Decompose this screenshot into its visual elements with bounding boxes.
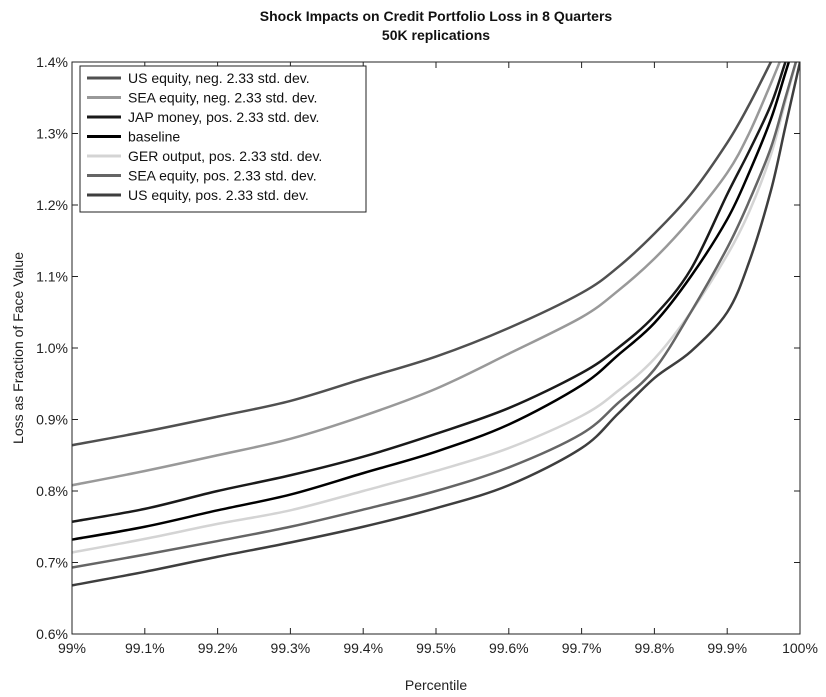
x-tick-label: 99.4% bbox=[343, 640, 383, 656]
chart-title: Shock Impacts on Credit Portfolio Loss i… bbox=[260, 8, 613, 24]
y-tick-label: 1.2% bbox=[36, 197, 68, 213]
series-line-7 bbox=[72, 62, 800, 587]
x-tick-label: 99.8% bbox=[635, 640, 675, 656]
y-tick-label: 0.6% bbox=[36, 626, 68, 642]
x-tick-label: 99.7% bbox=[562, 640, 602, 656]
x-tick-label: 99.5% bbox=[416, 640, 456, 656]
x-tick-label: 99.2% bbox=[198, 640, 238, 656]
x-tick-label: 99% bbox=[58, 640, 86, 656]
y-tick-label: 1.3% bbox=[36, 126, 68, 142]
series-layer bbox=[72, 62, 800, 587]
x-tick-label: 99.9% bbox=[707, 640, 747, 656]
series-line-2 bbox=[72, 62, 782, 487]
legend-box bbox=[79, 65, 367, 213]
series-line-6 bbox=[72, 62, 798, 569]
x-tick-label: 100% bbox=[782, 640, 818, 656]
y-tick-label: 1.0% bbox=[36, 340, 68, 356]
x-axis: 99% 99.1% 99.2% 99.3% 99.4% 99.5% 99.6% 99.7% 99… bbox=[58, 62, 818, 656]
legend-label-6: SEA equity, pos. 2.33 std. dev. bbox=[128, 168, 317, 184]
y-axis-label: Loss as Fraction of Face Value bbox=[10, 252, 26, 444]
series-line-1 bbox=[72, 62, 773, 447]
series-line-4 bbox=[72, 62, 791, 541]
legend-label-5: GER output, pos. 2.33 std. dev. bbox=[128, 148, 322, 164]
y-tick-label: 1.4% bbox=[36, 54, 68, 70]
series-line-3 bbox=[72, 62, 787, 523]
x-tick-label: 99.3% bbox=[271, 640, 311, 656]
series-line-5 bbox=[72, 62, 798, 554]
y-tick-label: 0.9% bbox=[36, 412, 68, 428]
legend-label-7: US equity, pos. 2.33 std. dev. bbox=[128, 187, 309, 203]
legend-label-2: SEA equity, neg. 2.33 std. dev. bbox=[128, 90, 317, 106]
x-tick-label: 99.1% bbox=[125, 640, 165, 656]
y-tick-label: 0.8% bbox=[36, 483, 68, 499]
legend: US equity, neg. 2.33 std. dev. SEA equity… bbox=[79, 65, 367, 213]
y-tick-label: 1.1% bbox=[36, 269, 68, 285]
x-axis-label: Percentile bbox=[405, 677, 467, 693]
chart-subtitle: 50K replications bbox=[382, 27, 490, 43]
x-tick-label: 99.6% bbox=[489, 640, 529, 656]
legend-label-4: baseline bbox=[128, 129, 180, 145]
y-axis: 0.6% 0.7% 0.8% 0.9% 1.0% 1.1% 1.2% 1.3% 1.4% bbox=[36, 54, 800, 642]
legend-label-3: JAP money, pos. 2.33 std. dev. bbox=[128, 109, 319, 125]
y-tick-label: 0.7% bbox=[36, 555, 68, 571]
legend-label-1: US equity, neg. 2.33 std. dev. bbox=[128, 70, 310, 86]
